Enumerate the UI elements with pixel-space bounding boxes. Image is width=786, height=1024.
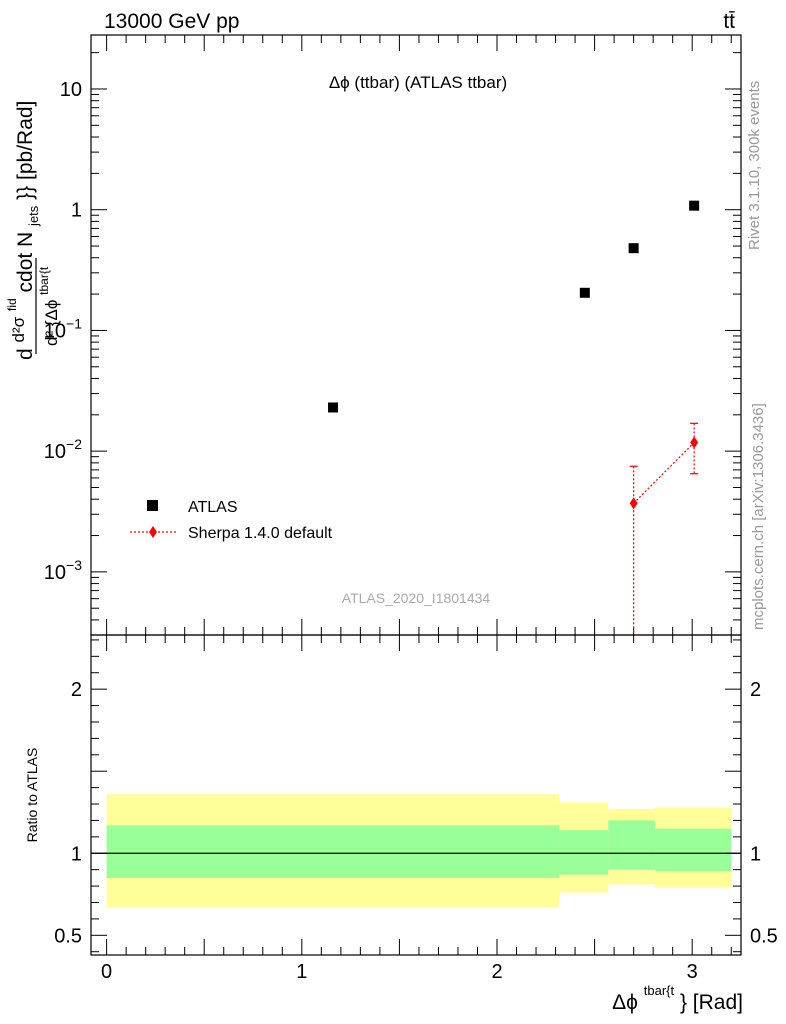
main-y-axis-label: d d²σ fid cdot N jets }} [pb/Rad] d² {Δϕ… xyxy=(0,101,61,360)
x-axis-label: Δϕ tbar{t } [Rad] xyxy=(612,977,743,1014)
main-y-tick-label: 10−2 xyxy=(44,436,82,463)
ylabel-denominator: d² {Δϕ xyxy=(42,300,61,346)
svg-text:d² {Δϕ tbar{t: d² {Δϕ tbar{t xyxy=(37,266,61,346)
xlabel-main: Δϕ xyxy=(612,991,638,1014)
rivet-version-label: Rivet 3.1.10, 300k events xyxy=(746,81,763,250)
main-y-tick-base: 10 xyxy=(44,562,66,584)
mcplots-label: mcplots.cern.ch [arXiv:1306.3436] xyxy=(750,403,767,630)
legend: ATLAS Sherpa 1.4.0 default xyxy=(130,499,333,542)
x-tick-label: 3 xyxy=(687,961,698,983)
legend-sherpa-label: Sherpa 1.4.0 default xyxy=(188,525,333,542)
ratio-y-tick-label-left: 0.5 xyxy=(54,925,82,947)
ylabel-unit: }} [pb/Rad] xyxy=(14,101,37,200)
ylabel-d: d xyxy=(14,348,37,360)
ratio-inner-band xyxy=(559,830,609,875)
ylabel-jets: jets xyxy=(26,205,41,227)
ratio-plot-panel: 2 2 1 1 0.5 0.5 0 1 2 3 xyxy=(54,634,778,983)
main-y-tick-base: 1 xyxy=(71,200,82,222)
plot-title: Δϕ (ttbar) (ATLAS ttbar) xyxy=(329,73,507,92)
ratio-y-tick-labels: 2 2 1 1 0.5 0.5 xyxy=(54,679,778,947)
legend-atlas-label: ATLAS xyxy=(188,499,238,516)
ratio-y-tick-label-right: 2 xyxy=(750,679,761,701)
ylabel-den-sup: tbar{t xyxy=(37,266,51,295)
ylabel-cdot: cdot N xyxy=(14,232,37,293)
ratio-uncertainty-bands xyxy=(106,794,732,908)
x-tick-label: 1 xyxy=(296,961,307,983)
ylabel-fid: fid xyxy=(5,298,19,311)
xlabel-sup: tbar{t xyxy=(644,983,675,998)
ylabel-sigma: d²σ xyxy=(9,316,28,342)
ratio-y-tick-label-right: 0.5 xyxy=(750,925,778,947)
main-plot-panel: Δϕ (ttbar) (ATLAS ttbar) ATLAS_2020_I180… xyxy=(44,34,742,636)
main-y-tick-label: 10−1 xyxy=(44,315,82,342)
ratio-inner-band xyxy=(608,820,656,870)
legend-atlas-marker xyxy=(147,500,158,511)
main-data-layer xyxy=(328,200,700,635)
energy-label: 13000 GeV pp xyxy=(104,10,239,33)
main-y-tick-base: 10 xyxy=(44,320,66,342)
sherpa-point xyxy=(690,436,699,449)
ratio-inner-band xyxy=(106,825,560,878)
main-y-tick-base: 10 xyxy=(44,441,66,463)
main-y-tick-label: 10 xyxy=(60,79,82,101)
sherpa-point xyxy=(629,497,638,510)
svg-text:d d²σ fid c: d d²σ fid cdot N jets }} [pb/Rad] xyxy=(0,101,43,360)
ratio-y-tick-label-left: 1 xyxy=(71,843,82,865)
main-y-tick-label: 10−3 xyxy=(44,557,82,584)
analysis-watermark: ATLAS_2020_I1801434 xyxy=(342,590,491,606)
x-tick-label: 2 xyxy=(491,961,502,983)
main-frame xyxy=(90,34,742,636)
main-y-tick-exponent: −2 xyxy=(66,436,82,452)
main-y-tick-base: 10 xyxy=(60,79,82,101)
atlas-point xyxy=(579,287,590,298)
x-tick-label: 0 xyxy=(101,961,112,983)
main-axis-ticks xyxy=(91,35,741,636)
ratio-frame xyxy=(90,634,742,956)
ratio-y-tick-label-right: 1 xyxy=(750,843,761,865)
atlas-point xyxy=(328,402,339,413)
legend-sherpa-marker xyxy=(149,526,157,538)
ratio-x-tick-labels: 0 1 2 3 xyxy=(101,961,698,983)
ratio-inner-band xyxy=(655,828,732,872)
process-label: tt̄ xyxy=(723,10,735,33)
atlas-point xyxy=(628,243,639,254)
atlas-point xyxy=(689,200,700,211)
xlabel-unit: } [Rad] xyxy=(680,991,743,1014)
main-y-tick-exponent: −3 xyxy=(66,557,82,573)
main-y-tick-label: 1 xyxy=(71,200,82,222)
ratio-y-tick-label-left: 2 xyxy=(71,679,82,701)
sherpa-line xyxy=(633,442,695,504)
ratio-axis-ticks xyxy=(91,635,741,955)
ratio-y-axis-label: Ratio to ATLAS xyxy=(24,748,40,843)
main-y-tick-exponent: −1 xyxy=(66,315,82,331)
